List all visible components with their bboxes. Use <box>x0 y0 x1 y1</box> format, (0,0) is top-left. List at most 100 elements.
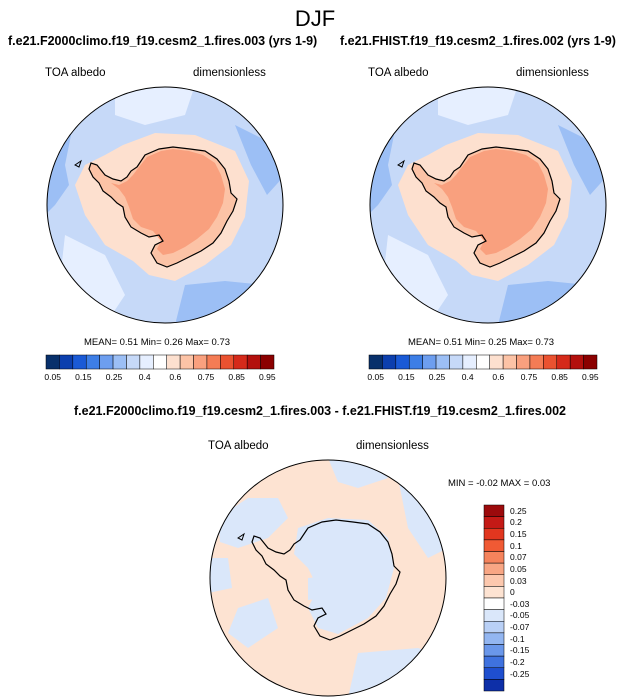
ocean-low-albedo-region <box>558 125 606 195</box>
colorbar-tick-label: 0.05 <box>44 372 61 382</box>
colorbar-box <box>408 354 423 370</box>
colorbar-box <box>483 562 505 575</box>
panel1-units-label: dimensionless <box>193 67 266 79</box>
colorbar-box <box>368 354 383 370</box>
colorbar-box <box>59 354 74 370</box>
panel1-title: f.e21.F2000climo.f19_f19.cesm2_1.fires.0… <box>8 34 318 48</box>
colorbar-tick-label: 0.05 <box>367 372 384 382</box>
colorbar-box <box>382 354 397 370</box>
panel2-polar-map <box>369 86 607 324</box>
colorbar-box <box>462 354 477 370</box>
colorbar-box <box>583 354 598 370</box>
negative-anomaly-region <box>308 576 328 600</box>
coastline <box>411 146 561 268</box>
colorbar-tick-label: 0.95 <box>582 372 599 382</box>
colorbar-box <box>483 574 505 587</box>
colorbar-tick-label: 0.15 <box>75 372 92 382</box>
colorbar-box <box>476 354 490 370</box>
colorbar-box <box>502 354 517 370</box>
colorbar-box <box>220 354 235 370</box>
ocean-high-albedo-region <box>115 87 195 125</box>
colorbar-tick-label: 0.4 <box>461 372 474 382</box>
diff-colorbar <box>483 504 505 692</box>
island <box>237 532 245 541</box>
colorbar-box <box>483 504 505 517</box>
colorbar-box <box>483 644 505 657</box>
negative-anomaly-region <box>228 598 278 648</box>
coastline <box>251 519 401 641</box>
colorbar-box <box>45 354 60 370</box>
colorbar-box <box>483 632 505 645</box>
colorbar-box <box>153 354 167 370</box>
colorbar-tick-label: 0.2 <box>510 517 522 528</box>
colorbar-box <box>529 354 544 370</box>
colorbar-tick-label: 0.25 <box>428 372 446 382</box>
colorbar-tick-label: 0.03 <box>510 575 527 586</box>
colorbar-tick-label: 0.15 <box>510 529 527 540</box>
colorbar-tick-label: 0.4 <box>138 372 151 382</box>
colorbar-box <box>556 354 571 370</box>
colorbar-box <box>483 667 505 680</box>
colorbar-box <box>166 354 181 370</box>
colorbar-tick-label: 0.75 <box>197 372 215 382</box>
negative-anomaly-region <box>218 498 288 548</box>
diff-stats: MIN = -0.02 MAX = 0.03 <box>448 478 551 489</box>
panel1-colorbar <box>45 354 275 370</box>
ocean-high-albedo-region <box>438 87 518 125</box>
diff-title: f.e21.F2000climo.f19_f19.cesm2_1.fires.0… <box>74 404 566 418</box>
colorbar-box <box>112 354 127 370</box>
diff-polar-map <box>209 459 447 697</box>
colorbar-box <box>85 354 100 370</box>
colorbar-box <box>395 354 410 370</box>
panel2-title: f.e21.FHIST.f19_f19.cesm2_1.fires.002 (y… <box>340 34 616 48</box>
colorbar-box <box>435 354 450 370</box>
panel2-colorbar <box>368 354 598 370</box>
ice-sheet-interior <box>434 149 548 255</box>
diff-colorbar-ticks: 0.25 0.2 0.15 0.1 0.07 0.05 0.03 0 -0.03 -0.05 -0.… <box>510 505 550 691</box>
colorbar-tick-label: 0 <box>510 587 515 598</box>
colorbar-tick-label: -0.05 <box>510 610 530 621</box>
colorbar-tick-label: 0.6 <box>492 372 505 382</box>
colorbar-box <box>483 597 505 610</box>
map-boundary <box>369 86 607 324</box>
colorbar-box <box>483 586 505 599</box>
colorbar-tick-label: 0.07 <box>510 552 527 563</box>
colorbar-tick-label: 0.85 <box>228 372 245 382</box>
panel2-units-label: dimensionless <box>516 67 589 79</box>
colorbar-box <box>449 354 464 370</box>
island <box>397 159 405 168</box>
colorbar-tick-label: -0.15 <box>510 645 530 656</box>
colorbar-box <box>483 516 505 529</box>
colorbar-tick-label: 0.85 <box>551 372 568 382</box>
figure-title: DJF <box>294 6 336 31</box>
colorbar-tick-label: 0.25 <box>510 505 527 516</box>
panel1-variable-label: TOA albedo <box>45 67 106 79</box>
colorbar-box <box>489 354 504 370</box>
colorbar-box <box>193 354 208 370</box>
ocean-low-albedo-region <box>235 125 283 195</box>
colorbar-tick-label: 0.15 <box>398 372 415 382</box>
colorbar-box <box>139 354 154 370</box>
colorbar-box <box>72 354 87 370</box>
panel1-colorbar-ticks: 0.05 0.15 0.25 0.4 0.6 0.75 0.85 0.95 <box>44 372 275 384</box>
colorbar-box <box>179 354 194 370</box>
ice-sheet-interior <box>111 149 225 255</box>
colorbar-box <box>206 354 221 370</box>
colorbar-box <box>483 539 505 552</box>
colorbar-box <box>260 354 275 370</box>
colorbar-box <box>483 609 505 622</box>
coastline <box>88 146 238 268</box>
colorbar-box <box>126 354 141 370</box>
colorbar-box <box>569 354 584 370</box>
colorbar-tick-label: 0.6 <box>169 372 182 382</box>
negative-anomaly-region <box>294 518 394 634</box>
panel1-stats: MEAN= 0.51 Min= 0.26 Max= 0.73 <box>84 337 231 348</box>
negative-anomaly-region <box>398 478 446 558</box>
panel1-polar-map <box>46 86 284 324</box>
colorbar-box <box>483 551 505 564</box>
colorbar-box <box>99 354 114 370</box>
panel2-variable-label: TOA albedo <box>368 67 429 79</box>
colorbar-tick-label: 0.1 <box>510 540 522 551</box>
diff-variable-label: TOA albedo <box>208 440 269 452</box>
colorbar-box <box>543 354 558 370</box>
